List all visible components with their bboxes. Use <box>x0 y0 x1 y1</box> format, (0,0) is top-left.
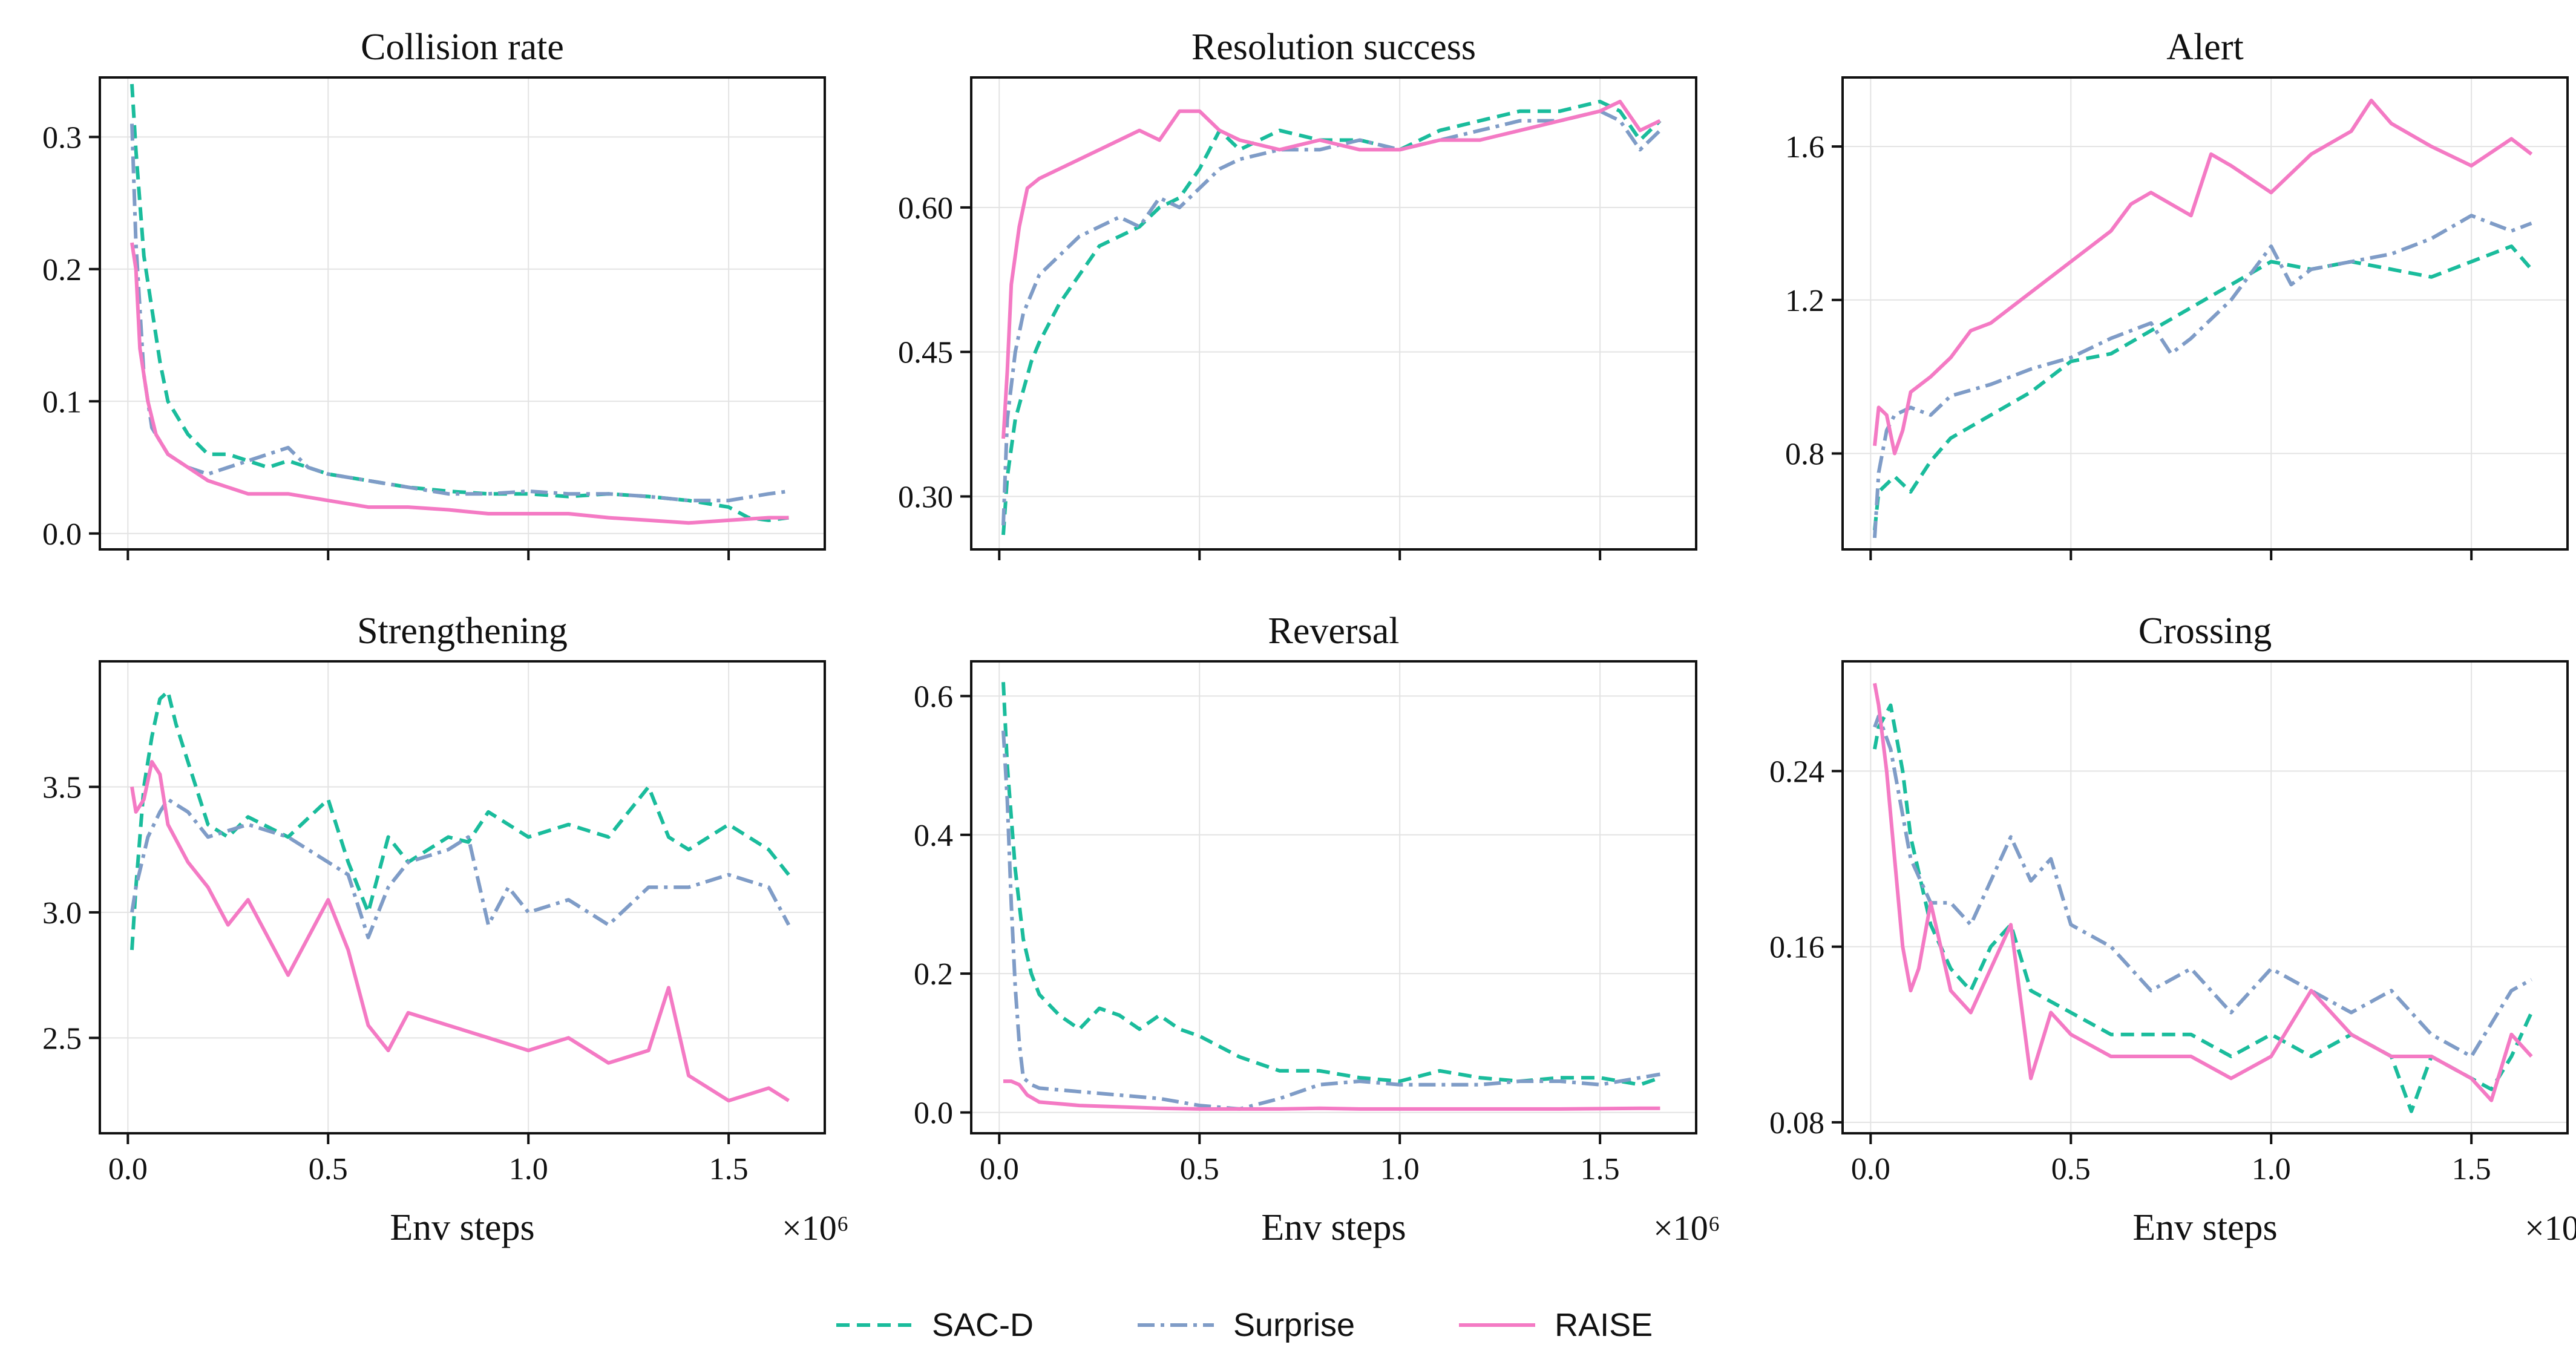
series-line-surprise <box>130 797 791 940</box>
x-axis-multiplier: ×10⁶ <box>782 1208 849 1248</box>
y-tick-label: 2.5 <box>42 1021 82 1056</box>
series-line-surprise <box>1873 714 2532 1058</box>
y-tick-label: 0.24 <box>1769 755 1824 789</box>
x-axis-label: Env steps <box>1261 1207 1406 1248</box>
y-tick-label: 0.4 <box>914 819 953 853</box>
series-line-raise <box>1873 99 2533 456</box>
y-tick-label: 0.2 <box>914 957 953 992</box>
x-tick-label: 0.0 <box>980 1152 1019 1187</box>
series-line-sacd <box>1873 703 2534 1113</box>
x-tick-label: 0.0 <box>1851 1152 1890 1187</box>
series-line-raise <box>1003 1079 1660 1111</box>
series-line-surprise <box>1873 214 2532 538</box>
plot-frame <box>1841 76 2569 551</box>
plot-frame <box>99 660 826 1134</box>
x-tick-label: 0.5 <box>1180 1152 1219 1187</box>
plot-frame <box>99 76 826 551</box>
y-tick-label: 3.5 <box>42 770 82 805</box>
y-tick-label: 0.30 <box>898 480 953 514</box>
legend-item-raise: RAISE <box>1458 1306 1653 1344</box>
series-line-sacd <box>1873 244 2533 531</box>
x-axis-label: Env steps <box>2132 1207 2277 1248</box>
chart-panel-2: 0.30 0.45 0.60 Resolution success <box>898 27 1697 560</box>
x-tick-label: 1.5 <box>1581 1152 1620 1187</box>
series-line-sacd <box>1001 682 1661 1087</box>
y-tick-label: 0.16 <box>1769 931 1824 965</box>
y-tick-label: 1.2 <box>1785 284 1824 318</box>
plot-frame <box>1841 660 2569 1134</box>
y-tick-label: 0.08 <box>1769 1106 1824 1141</box>
y-tick-label: 0.6 <box>914 679 953 714</box>
x-tick-label: 1.0 <box>1380 1152 1420 1187</box>
x-tick-label: 1.5 <box>2452 1152 2491 1187</box>
x-tick-label: 1.0 <box>509 1152 548 1187</box>
series-line-raise <box>130 242 789 525</box>
chart-panel-3: 0.8 1.2 1.6 Alert <box>1785 27 2569 560</box>
chart-panel-6: 0.0 0.5 1.0 1.5 0.08 0.16 0.24 Crossing Env step… <box>1769 610 2576 1248</box>
legend-swatch-surprise <box>1138 1323 1214 1327</box>
legend-label-surprise: Surprise <box>1233 1307 1355 1343</box>
y-tick-label: 0.3 <box>42 120 82 155</box>
x-tick-label: 1.5 <box>709 1152 749 1187</box>
series-line-sacd <box>130 83 789 522</box>
plot-frame <box>970 76 1697 551</box>
series-line-sacd <box>130 689 790 951</box>
y-tick-label: 0.60 <box>898 191 953 226</box>
legend-item-surprise: Surprise <box>1136 1306 1355 1344</box>
series-line-raise <box>1873 682 2533 1102</box>
series-line-surprise <box>130 123 789 503</box>
x-axis-multiplier: ×10⁶ <box>1653 1208 1720 1248</box>
x-tick-label: 1.0 <box>2252 1152 2291 1187</box>
chart-panel-4: 0.0 0.5 1.0 1.5 2.5 3.0 3.5 Strengthening Env st… <box>42 610 849 1248</box>
y-tick-label: 0.2 <box>42 253 82 287</box>
y-tick-label: 0.0 <box>42 517 82 552</box>
chart-title: Resolution success <box>1191 27 1476 68</box>
chart-panel-1: 0.0 0.1 0.2 0.3 Collision rate <box>42 27 826 560</box>
legend-label-sacd: SAC-D <box>932 1307 1034 1343</box>
series-line-raise <box>1001 99 1661 439</box>
y-tick-label: 0.45 <box>898 336 953 370</box>
legend-swatch-raise <box>1459 1323 1536 1327</box>
legend-swatch-sacd <box>836 1323 913 1327</box>
y-tick-label: 3.0 <box>42 896 82 931</box>
series-line-sacd <box>1001 99 1662 535</box>
chart-title: Reversal <box>1268 610 1400 652</box>
plot-frame <box>970 660 1697 1134</box>
y-tick-label: 0.1 <box>42 385 82 419</box>
y-tick-label: 0.0 <box>914 1096 953 1131</box>
legend-item-sacd: SAC-D <box>835 1306 1034 1344</box>
legend-label-raise: RAISE <box>1555 1307 1653 1343</box>
x-tick-label: 0.0 <box>108 1152 148 1187</box>
chart-title: Strengthening <box>357 610 568 652</box>
chart-title: Alert <box>2166 27 2243 68</box>
chart-title: Collision rate <box>361 27 564 68</box>
x-axis-multiplier: ×10⁶ <box>2525 1208 2576 1248</box>
chart-title: Crossing <box>2138 610 2272 652</box>
y-tick-label: 1.6 <box>1785 130 1824 165</box>
legend: SAC-D Surprise RAISE <box>835 1301 1653 1349</box>
series-line-raise <box>130 760 790 1103</box>
chart-panel-5: 0.0 0.5 1.0 1.5 0.0 0.2 0.4 0.6 Reversal Env step… <box>914 610 1720 1248</box>
y-tick-label: 0.8 <box>1785 437 1824 471</box>
x-tick-label: 0.5 <box>309 1152 348 1187</box>
x-axis-label: Env steps <box>390 1207 534 1248</box>
series-line-surprise <box>1001 109 1662 526</box>
series-line-surprise <box>1001 730 1660 1111</box>
x-tick-label: 0.5 <box>2051 1152 2091 1187</box>
